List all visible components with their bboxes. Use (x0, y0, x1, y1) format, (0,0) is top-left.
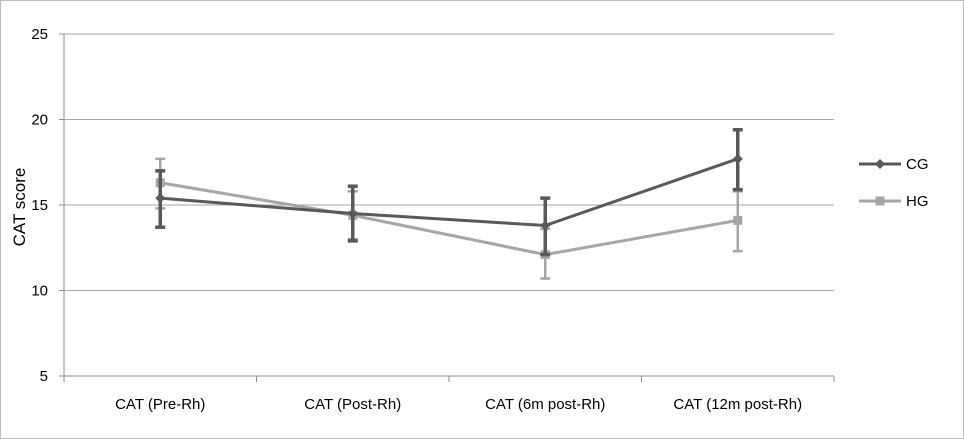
y-tick-label: 5 (40, 368, 48, 385)
legend-item-hg: HG (859, 193, 929, 210)
y-tick-label: 25 (31, 26, 48, 43)
data-point (540, 220, 551, 231)
legend-marker (875, 196, 885, 206)
y-tick-labels: 5 10 15 20 25 (31, 26, 48, 385)
series-lines (155, 128, 743, 280)
legend-item-cg: CG (859, 156, 929, 173)
data-point (733, 215, 743, 225)
series-cg (155, 128, 743, 257)
data-point (347, 208, 358, 219)
legend-label: CG (906, 156, 929, 173)
data-point (732, 153, 743, 164)
x-category-label: CAT (Pre-Rh) (115, 396, 205, 413)
legend: CG HG (859, 156, 929, 210)
x-category-label: CAT (12m post-Rh) (673, 396, 802, 413)
gridlines (64, 33, 834, 291)
legend-label: HG (906, 193, 929, 210)
x-category-label: CAT (6m post-Rh) (485, 396, 605, 413)
legend-marker (875, 159, 885, 169)
y-tick-label: 20 (31, 112, 48, 129)
x-category-label: CAT (Post-Rh) (304, 396, 401, 413)
y-tick-label: 10 (31, 283, 48, 300)
data-point (155, 193, 166, 204)
y-tick-label: 15 (31, 197, 48, 214)
series-line (160, 157, 739, 228)
y-axis-title: CAT score (10, 168, 29, 247)
x-category-labels: CAT (Pre-Rh) CAT (Post-Rh) CAT (6m post-Rh… (115, 396, 802, 413)
axes (59, 33, 835, 382)
series-line (160, 181, 739, 257)
